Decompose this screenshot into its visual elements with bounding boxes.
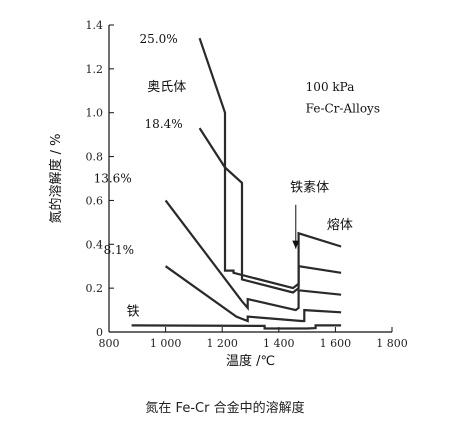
x-tick-label: 1 200 — [206, 337, 238, 350]
x-tick-label: 1 600 — [320, 337, 352, 350]
series-label: 25.0% — [140, 32, 178, 46]
y-tick-label: 0.8 — [86, 151, 104, 164]
series-line — [198, 37, 342, 290]
solubility-chart: 800 1 000 1 200 1 400 1 600 1 800 0 0.2 0.4 0.6 0.… — [48, 19, 408, 369]
annotation-label: 100 kPa — [306, 80, 355, 94]
y-tick-label: 1.4 — [86, 19, 104, 32]
arrow-head — [292, 240, 300, 249]
y-tick-label: 1.2 — [86, 63, 104, 76]
x-tick-label: 1 000 — [150, 337, 182, 350]
x-tick-label: 1 400 — [263, 337, 295, 350]
annotation-label: Fe-Cr-Alloys — [306, 102, 380, 116]
series-line — [198, 127, 342, 294]
series-label: 18.4% — [145, 117, 183, 131]
series-line — [164, 199, 342, 312]
y-tick-label: 0.4 — [86, 238, 104, 251]
y-tick-label: 1.0 — [86, 107, 104, 120]
y-axis-label: 氮的溶解度 / % — [48, 134, 64, 224]
y-tick-label: 0 — [96, 326, 103, 339]
annotation-label: 奥氏体 — [147, 80, 186, 95]
figure-caption: 氮在 Fe-Cr 合金中的溶解度 — [145, 401, 305, 416]
x-axis-label: 温度 /℃ — [226, 353, 275, 369]
annotation-label: 铁素体 — [290, 181, 329, 196]
series-line — [131, 324, 342, 330]
series-label: 8.1% — [104, 243, 135, 257]
annotation-label: 熔体 — [327, 218, 353, 233]
series-label: 13.6% — [94, 171, 132, 185]
y-tick-label: 0.2 — [86, 282, 104, 295]
series-label: 铁 — [127, 304, 140, 319]
x-tick-label: 1 800 — [376, 337, 408, 350]
series-line — [164, 265, 342, 323]
x-tick-label: 800 — [99, 337, 120, 350]
y-tick-label: 0.6 — [86, 194, 104, 207]
